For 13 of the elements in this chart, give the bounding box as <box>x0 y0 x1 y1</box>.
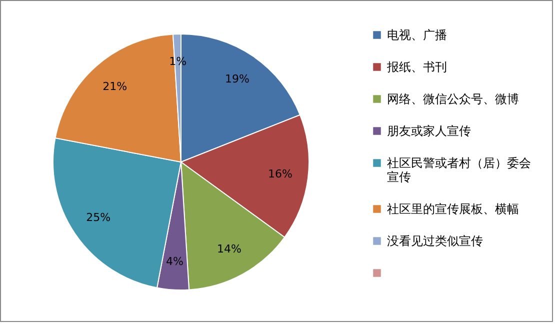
legend-label: 社区民警或者村（居）委会宣传 <box>387 156 531 184</box>
data-label: 4% <box>166 254 184 268</box>
legend-label: 报纸、书刊 <box>386 60 447 74</box>
data-label: 21% <box>102 80 128 93</box>
data-label: 25% <box>86 211 111 224</box>
legend-label: 电视、广播 <box>387 28 447 42</box>
data-label: 19% <box>224 72 250 86</box>
legend-label: 网络、微信公众号、微博 <box>387 92 519 106</box>
data-label: 16% <box>268 168 292 181</box>
legend-label: 没看见过类似宣传 <box>387 234 483 248</box>
data-label: 14% <box>216 242 242 256</box>
legend-label: 朋友或家人宣传 <box>387 124 471 138</box>
legend-label: 社区里的宣传展板、横幅 <box>387 202 519 216</box>
